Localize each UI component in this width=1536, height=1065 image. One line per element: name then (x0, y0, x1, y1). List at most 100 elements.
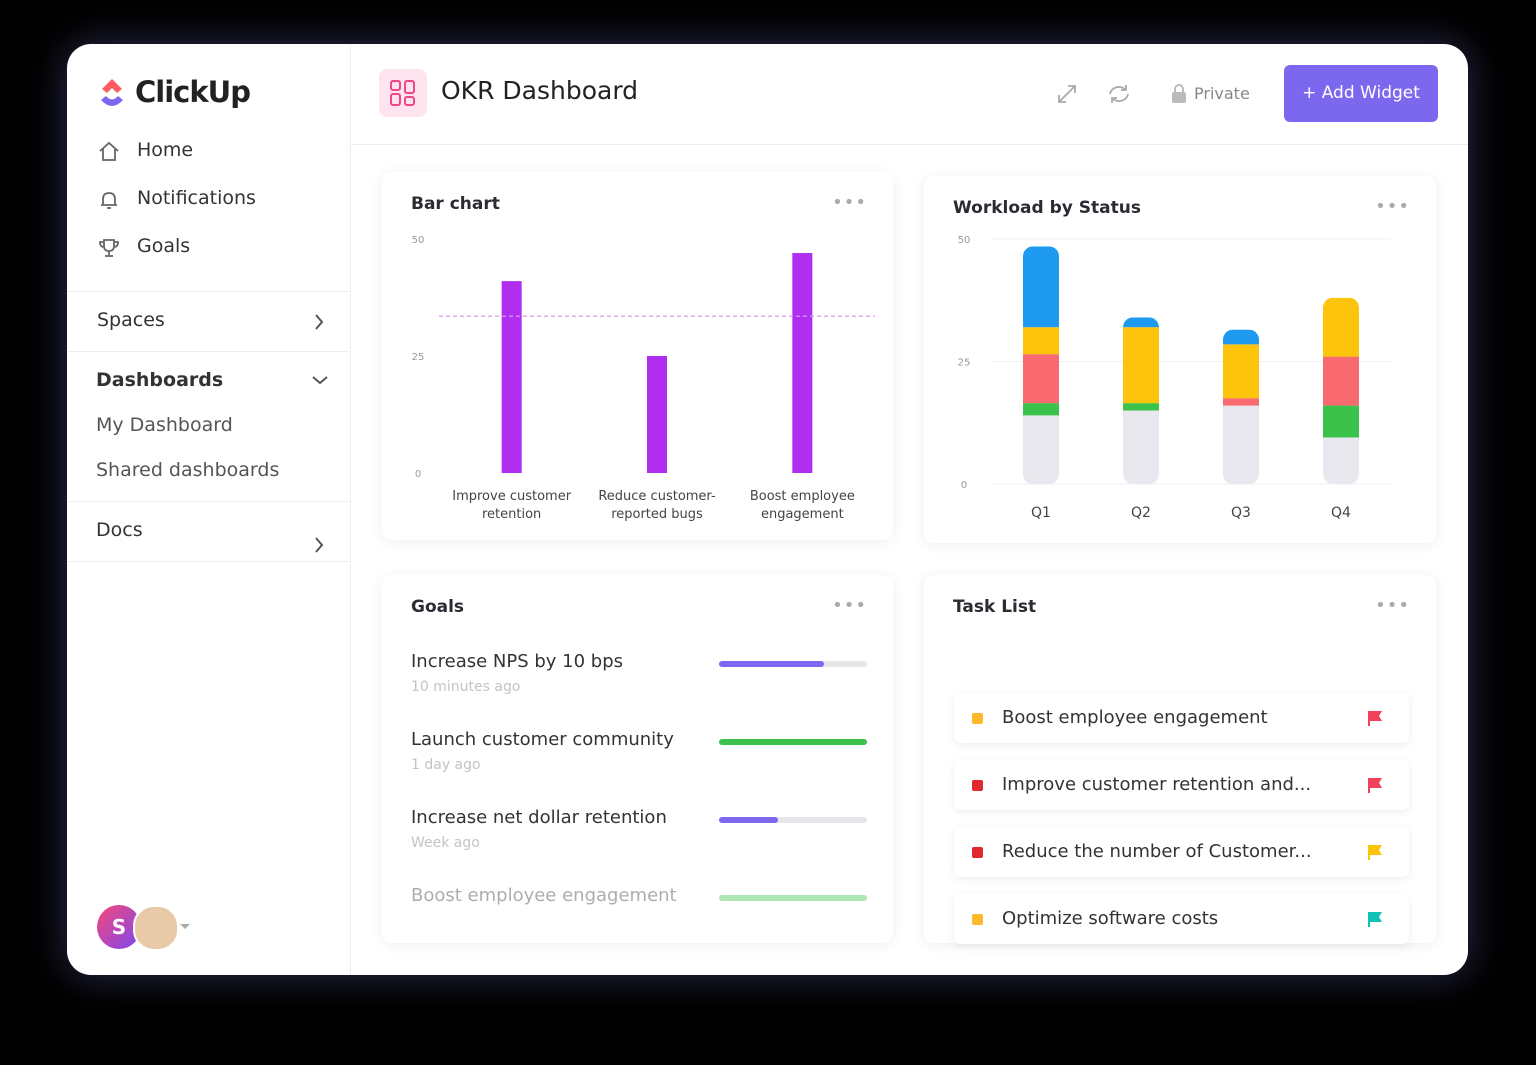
bar-segment (1323, 437, 1359, 484)
task-list-widget: Task List ••• Boost employee engagement I… (924, 575, 1436, 944)
refresh-icon[interactable] (1106, 82, 1132, 106)
bar (501, 281, 522, 473)
flag-shape (1368, 845, 1382, 860)
chart: 0 25 50 (412, 235, 875, 480)
task-row[interactable]: Boost employee engagement (954, 693, 1409, 743)
bar-segment (1223, 344, 1259, 399)
widget-title: Workload by Status (953, 198, 1141, 218)
nav-item[interactable]: Spaces (97, 309, 165, 331)
bell-icon (101, 192, 117, 209)
bar-segment (1023, 354, 1059, 404)
chevron (312, 376, 328, 385)
task-name: Reduce the number of Customer... (1002, 841, 1312, 862)
nav-item[interactable]: Goals (137, 235, 191, 257)
bar-segment (1023, 327, 1059, 355)
menu[interactable]: ••• (832, 192, 867, 213)
add-widget-button[interactable]: + Add Widget (1284, 65, 1438, 122)
bar-segment (1323, 405, 1359, 438)
y-tick-label: 25 (958, 358, 971, 369)
bar-segment (1223, 405, 1259, 484)
goal-name: Launch customer community (411, 729, 674, 750)
flag (1368, 711, 1382, 726)
nav-item[interactable]: Docs (96, 519, 143, 541)
page-title: OKR Dashboard (441, 76, 639, 105)
nav-item[interactable]: Notifications (137, 187, 256, 209)
goal-name: Boost employee engagement (411, 885, 677, 906)
menu[interactable]: ••• (1375, 196, 1410, 217)
menu[interactable]: ••• (832, 595, 867, 616)
bar-segment (1023, 246, 1059, 328)
x-tick-label: Q3 (1231, 505, 1251, 521)
lock-icon (1172, 84, 1186, 103)
flag (1368, 912, 1382, 927)
goals-widget: Goals ••• Increase NPS by 10 bps 10 minut… (382, 575, 893, 943)
home-icon (99, 141, 119, 161)
flag-shape (1368, 912, 1382, 927)
goal-time: 10 minutes ago (411, 679, 521, 695)
task-name: Optimize software costs (1002, 908, 1219, 929)
task-name: Boost employee engagement (1002, 707, 1268, 728)
status-dot (972, 780, 983, 791)
goal-name: Increase NPS by 10 bps (411, 651, 624, 672)
progress-track (719, 895, 867, 901)
flag (1368, 845, 1382, 860)
expand-icon[interactable] (1055, 82, 1079, 106)
y-tick-label: 50 (412, 235, 425, 246)
progress-track (719, 739, 867, 745)
progress-track (719, 661, 867, 667)
task-row[interactable]: Optimize software costs (954, 894, 1409, 944)
bar-segment (1123, 403, 1159, 411)
y-tick-label: 25 (412, 352, 425, 363)
progress-bar (719, 895, 867, 901)
y-tick-label: 0 (415, 469, 421, 480)
caret (180, 924, 190, 929)
bar-segment (1023, 415, 1059, 484)
status-dot (972, 847, 983, 858)
flag (1368, 778, 1382, 793)
bar-segment (1323, 297, 1359, 357)
status-dot (972, 914, 983, 925)
x-tick-label: Reduce customer-reported bugs (598, 489, 716, 522)
progress-bar (719, 739, 867, 745)
dashboard-icon (379, 69, 427, 117)
bar-segment (1223, 329, 1259, 345)
avatar-photo[interactable] (133, 905, 179, 951)
x-tick-label: Q1 (1031, 505, 1051, 521)
privacy[interactable]: Private (1194, 84, 1250, 103)
logo (101, 79, 123, 106)
window: ClickUp Home Notifications Goals Spaces … (67, 44, 1468, 975)
chart: 0 25 50 Q1 Q2 Q3 Q4 (958, 235, 1391, 521)
trophy-icon (99, 239, 119, 257)
nav-item[interactable]: Shared dashboards (96, 459, 280, 481)
x-tick-label: Improve customer retention (452, 489, 572, 522)
task-name: Improve customer retention and... (1002, 774, 1312, 795)
bar (647, 356, 667, 473)
task-row[interactable]: Improve customer retention and... (954, 760, 1409, 810)
menu[interactable]: ••• (1375, 595, 1410, 616)
stack (1323, 297, 1359, 484)
bar-segment (1123, 327, 1159, 404)
progress-track (719, 817, 867, 823)
progress-bar (719, 817, 779, 823)
brand: ClickUp (135, 75, 251, 109)
task-row[interactable]: Reduce the number of Customer... (954, 827, 1409, 877)
widget-title: Goals (411, 597, 465, 617)
y-tick-label: 50 (958, 235, 971, 246)
nav-item[interactable]: Home (137, 139, 194, 161)
flag-shape (1368, 778, 1382, 793)
sidebar: ClickUp Home Notifications Goals Spaces … (67, 44, 351, 975)
chevron (315, 537, 324, 553)
x-tick-label: Boost employee engagement (749, 489, 855, 522)
y-tick-label: 0 (961, 480, 967, 491)
bar-segment (1023, 403, 1059, 416)
bar-segment (1123, 317, 1159, 328)
bar (792, 253, 813, 473)
nav-item[interactable]: My Dashboard (96, 414, 233, 436)
stacked-chart-widget: Workload by Status ••• 0 25 50 Q1 Q2 Q3 Q4 (924, 176, 1436, 543)
progress-bar (719, 661, 825, 667)
goal-name: Increase net dollar retention (411, 807, 667, 828)
x-tick-label: Q2 (1131, 505, 1151, 521)
chevron (315, 314, 324, 330)
stack (1123, 317, 1159, 484)
nav-item[interactable]: Dashboards (96, 369, 224, 391)
